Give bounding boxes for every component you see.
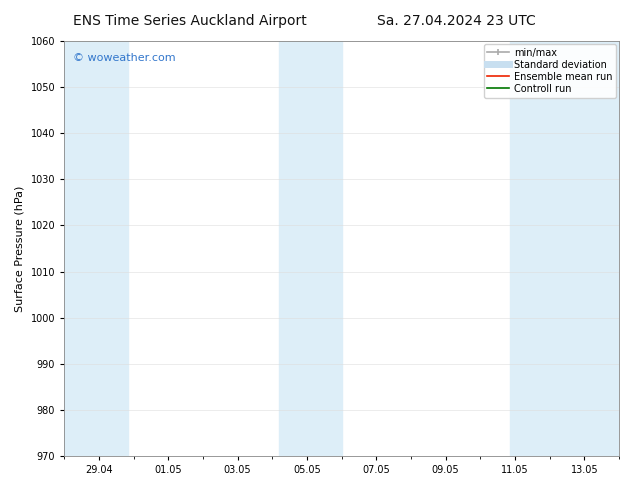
Bar [279, 41, 342, 456]
Y-axis label: Surface Pressure (hPa): Surface Pressure (hPa) [15, 185, 25, 312]
Text: Sa. 27.04.2024 23 UTC: Sa. 27.04.2024 23 UTC [377, 14, 536, 28]
Text: © woweather.com: © woweather.com [72, 53, 175, 64]
Text: ENS Time Series Auckland Airport: ENS Time Series Auckland Airport [74, 14, 307, 28]
Legend: min/max, Standard deviation, Ensemble mean run, Controll run: min/max, Standard deviation, Ensemble me… [484, 44, 616, 98]
Bar [64, 41, 128, 456]
Bar [510, 41, 619, 456]
